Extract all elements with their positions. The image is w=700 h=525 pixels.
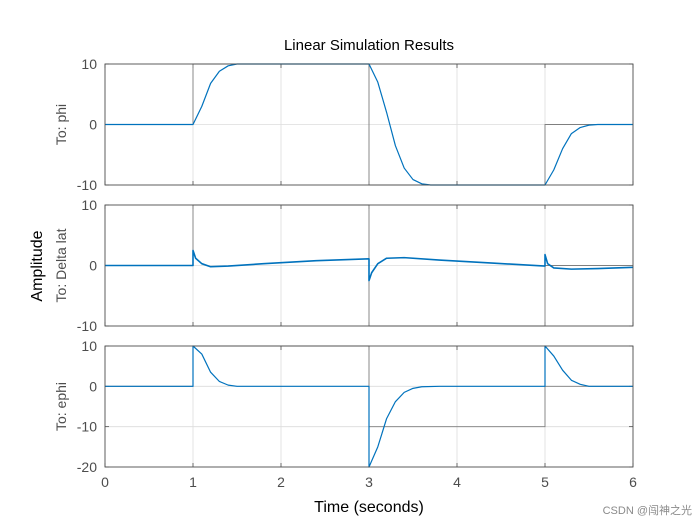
x-tick-label: 3 — [365, 474, 373, 490]
y-tick-label: 0 — [89, 117, 97, 133]
chart-title: Linear Simulation Results — [284, 37, 454, 54]
x-tick-label: 5 — [541, 474, 549, 490]
x-tick-label: 1 — [189, 474, 197, 490]
y-tick-label: -10 — [77, 177, 97, 193]
subplot-ylabel-phi: To: phi — [53, 104, 69, 145]
x-tick-label: 2 — [277, 474, 285, 490]
subplot-ylabel-delta-lat: To: Delta lat — [53, 228, 69, 302]
subplot-phi: 10 0 -10 To: phi — [53, 56, 634, 193]
y-tick-label: 0 — [89, 258, 97, 274]
y-tick-label: 10 — [81, 197, 97, 213]
y-tick-label: -10 — [77, 419, 97, 435]
y-tick-label: 10 — [81, 56, 97, 72]
y-axis-label: Amplitude — [29, 230, 46, 301]
subplot-ylabel-ephi: To: ephi — [53, 382, 69, 431]
y-tick-label: 10 — [81, 338, 97, 354]
subplot-delta-lat: 10 0 -10 To: Delta lat — [53, 197, 634, 334]
response-ephi-line — [105, 345, 633, 468]
axes-frame — [104, 63, 634, 186]
subplot-ephi: 0 1 2 3 4 5 6 10 0 -10 -20 To: ephi — [53, 338, 637, 490]
x-tick-label: 0 — [101, 474, 109, 490]
x-axis-label: Time (seconds) — [314, 499, 424, 516]
response-delta-lat-line — [105, 249, 634, 282]
axes-frame — [104, 345, 634, 468]
y-tick-label: 0 — [89, 378, 97, 394]
watermark: CSDN @闯神之光 — [603, 503, 692, 517]
plot-area: 10 0 -10 To: phi 10 0 -10 To: Delta lat 0 1 2 3 4 5 6 1… — [53, 56, 637, 490]
y-tick-label: -20 — [77, 459, 97, 475]
axes-frame — [104, 204, 634, 327]
response-phi-line — [105, 63, 633, 186]
y-tick-label: -10 — [77, 318, 97, 334]
x-tick-label: 6 — [629, 474, 637, 490]
input-signal-line — [105, 63, 633, 186]
x-tick-label: 4 — [453, 474, 461, 490]
